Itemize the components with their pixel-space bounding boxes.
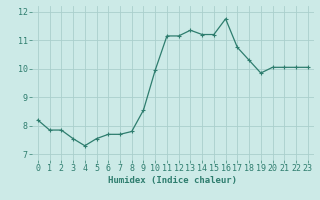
X-axis label: Humidex (Indice chaleur): Humidex (Indice chaleur)	[108, 176, 237, 185]
